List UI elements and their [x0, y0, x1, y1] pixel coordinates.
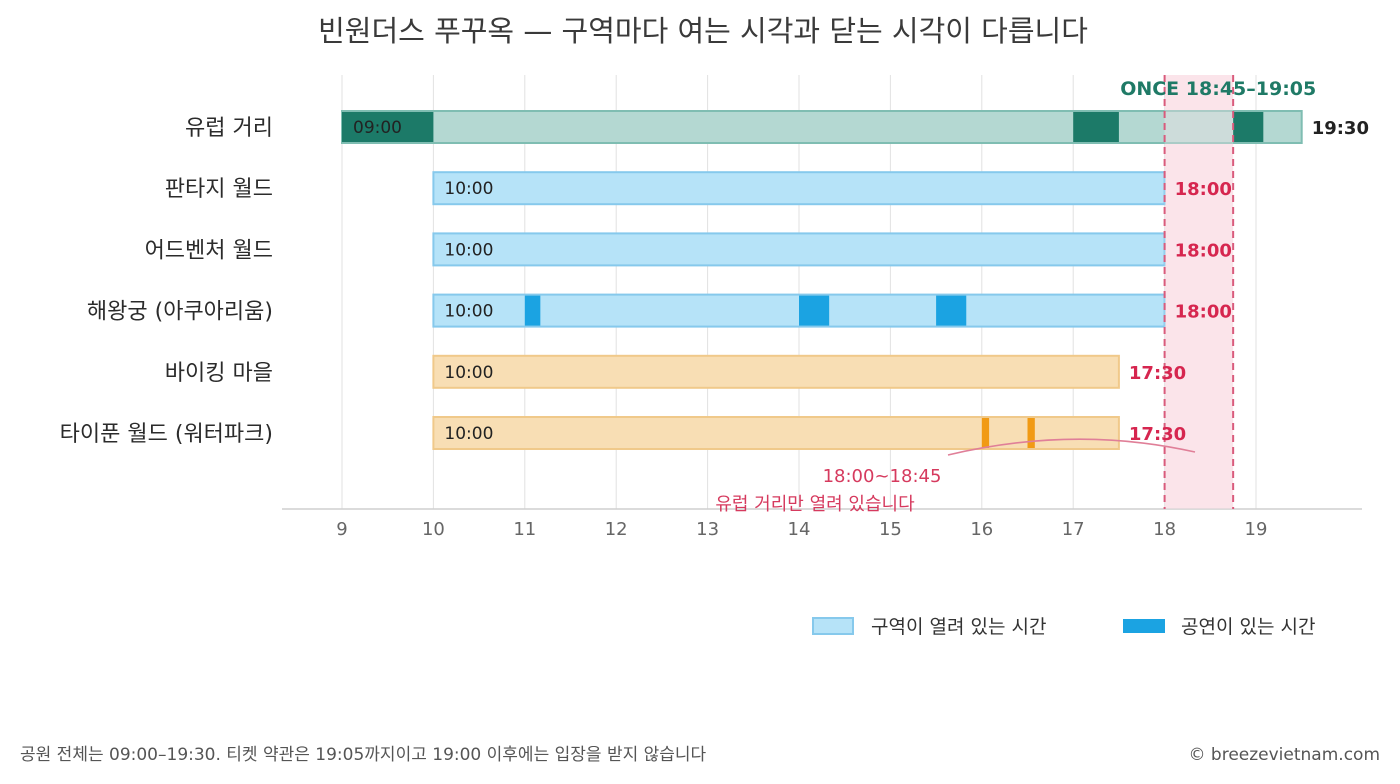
zone-name: 타이푼 월드 (워터파크) [60, 422, 273, 447]
highlight-window [1164, 75, 1234, 509]
highlight-window-overlay [1164, 75, 1234, 509]
footer-note: 공원 전체는 09:00–19:30. 티켓 약관은 19:05까지이고 19:… [20, 745, 707, 765]
x-tick-label: 18 [1153, 519, 1176, 540]
x-tick-label: 19 [1245, 519, 1268, 540]
open-time-label: 10:00 [444, 179, 493, 199]
zone-bar [432, 232, 1166, 267]
open-time-label: 10:00 [444, 424, 493, 444]
show-block [524, 295, 541, 326]
annotation-text: 유럽 거리만 열려 있습니다 [715, 494, 915, 515]
close-time-label: 18:00 [1175, 179, 1232, 200]
zone-name: 바이킹 마을 [165, 361, 273, 386]
zone-bars [341, 110, 1303, 450]
open-time-label: 09:00 [353, 118, 402, 138]
legend-label-show: 공연이 있는 시간 [1181, 616, 1315, 638]
zone-bar [341, 110, 1303, 144]
x-tick-label: 11 [513, 519, 536, 540]
close-time-label: 18:00 [1175, 240, 1232, 261]
close-time-label: 17:30 [1129, 363, 1186, 384]
legend-label-zone-open: 구역이 열려 있는 시간 [871, 616, 1046, 638]
close-time-label: 18:00 [1175, 302, 1232, 323]
legend-swatch-show [1123, 619, 1165, 633]
x-tick-label: 16 [970, 519, 993, 540]
background-layer [1164, 75, 1234, 509]
x-axis: 9 10 11 12 13 14 15 16 17 18 19 [282, 508, 1362, 540]
close-time-label: 19:30 [1312, 118, 1369, 139]
annotation-curve [947, 438, 1196, 456]
chart-title: 빈원더스 푸꾸옥 — 구역마다 여는 시각과 닫는 시각이 다릅니다 [318, 14, 1088, 48]
zone-bar [432, 171, 1166, 206]
legend: 구역이 열려 있는 시간 공연이 있는 시간 [812, 616, 1315, 638]
zone-labels: 09:00 19:30 유럽 거리 10:00 18:00 판타지 월드 10:00 18:0… [60, 116, 1369, 447]
open-time-label: 10:00 [444, 240, 493, 260]
zone-name: 해왕궁 (아쿠아리움) [87, 300, 273, 325]
x-tick-label: 15 [879, 519, 902, 540]
show-block [936, 295, 967, 326]
x-tick-label: 17 [1062, 519, 1085, 540]
x-tick-label: 13 [696, 519, 719, 540]
close-time-label: 17:30 [1129, 424, 1186, 445]
x-tick-label: 10 [422, 519, 445, 540]
legend-swatch-zone-open [812, 617, 854, 635]
annotation-time: 18:00~18:45 [823, 466, 942, 487]
once-window-label: ONCE 18:45–19:05 [1120, 78, 1316, 100]
footer-credit: © breezevietnam.com [1189, 745, 1380, 765]
zone-name: 어드벤처 월드 [145, 238, 273, 263]
zone-name: 유럽 거리 [185, 116, 273, 141]
open-time-label: 10:00 [444, 302, 493, 322]
show-block [981, 418, 990, 448]
show-block [1027, 418, 1035, 448]
show-block [799, 295, 830, 326]
zone-name: 판타지 월드 [165, 177, 273, 202]
show-block [1233, 112, 1264, 142]
x-tick-label: 14 [788, 519, 811, 540]
zone-bar [432, 416, 1120, 450]
zone-bar [432, 354, 1120, 389]
open-time-label: 10:00 [444, 363, 493, 383]
show-block [342, 112, 434, 142]
x-tick-label: 12 [605, 519, 628, 540]
show-block [1073, 112, 1119, 142]
x-tick-label: 9 [336, 519, 347, 540]
overlay-layer: ONCE 18:45–19:05 [1120, 75, 1316, 509]
